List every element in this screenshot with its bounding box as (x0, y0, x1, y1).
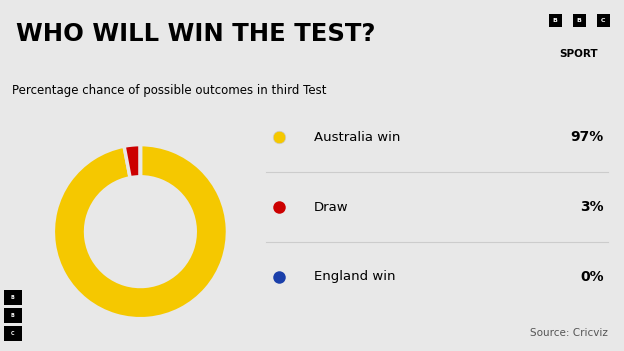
FancyBboxPatch shape (573, 14, 586, 27)
Text: B: B (577, 18, 582, 24)
Text: B: B (11, 295, 15, 300)
Text: Percentage chance of possible outcomes in third Test: Percentage chance of possible outcomes i… (12, 84, 327, 97)
Wedge shape (124, 145, 140, 178)
Text: Draw: Draw (314, 200, 349, 214)
Text: SPORT: SPORT (560, 49, 598, 59)
Text: B: B (11, 313, 15, 318)
Text: 97%: 97% (571, 131, 604, 145)
FancyBboxPatch shape (4, 290, 21, 305)
FancyBboxPatch shape (4, 308, 21, 323)
Text: WHO WILL WIN THE TEST?: WHO WILL WIN THE TEST? (16, 22, 375, 46)
Text: 0%: 0% (580, 270, 604, 284)
Text: 3%: 3% (580, 200, 604, 214)
Text: B: B (553, 18, 557, 24)
Wedge shape (54, 145, 227, 319)
FancyBboxPatch shape (597, 14, 610, 27)
Text: C: C (601, 18, 605, 24)
Text: Australia win: Australia win (314, 131, 401, 144)
Text: Source: Cricviz: Source: Cricviz (530, 329, 608, 338)
Text: C: C (11, 331, 14, 336)
Text: England win: England win (314, 270, 396, 283)
FancyBboxPatch shape (4, 326, 21, 340)
FancyBboxPatch shape (548, 14, 562, 27)
